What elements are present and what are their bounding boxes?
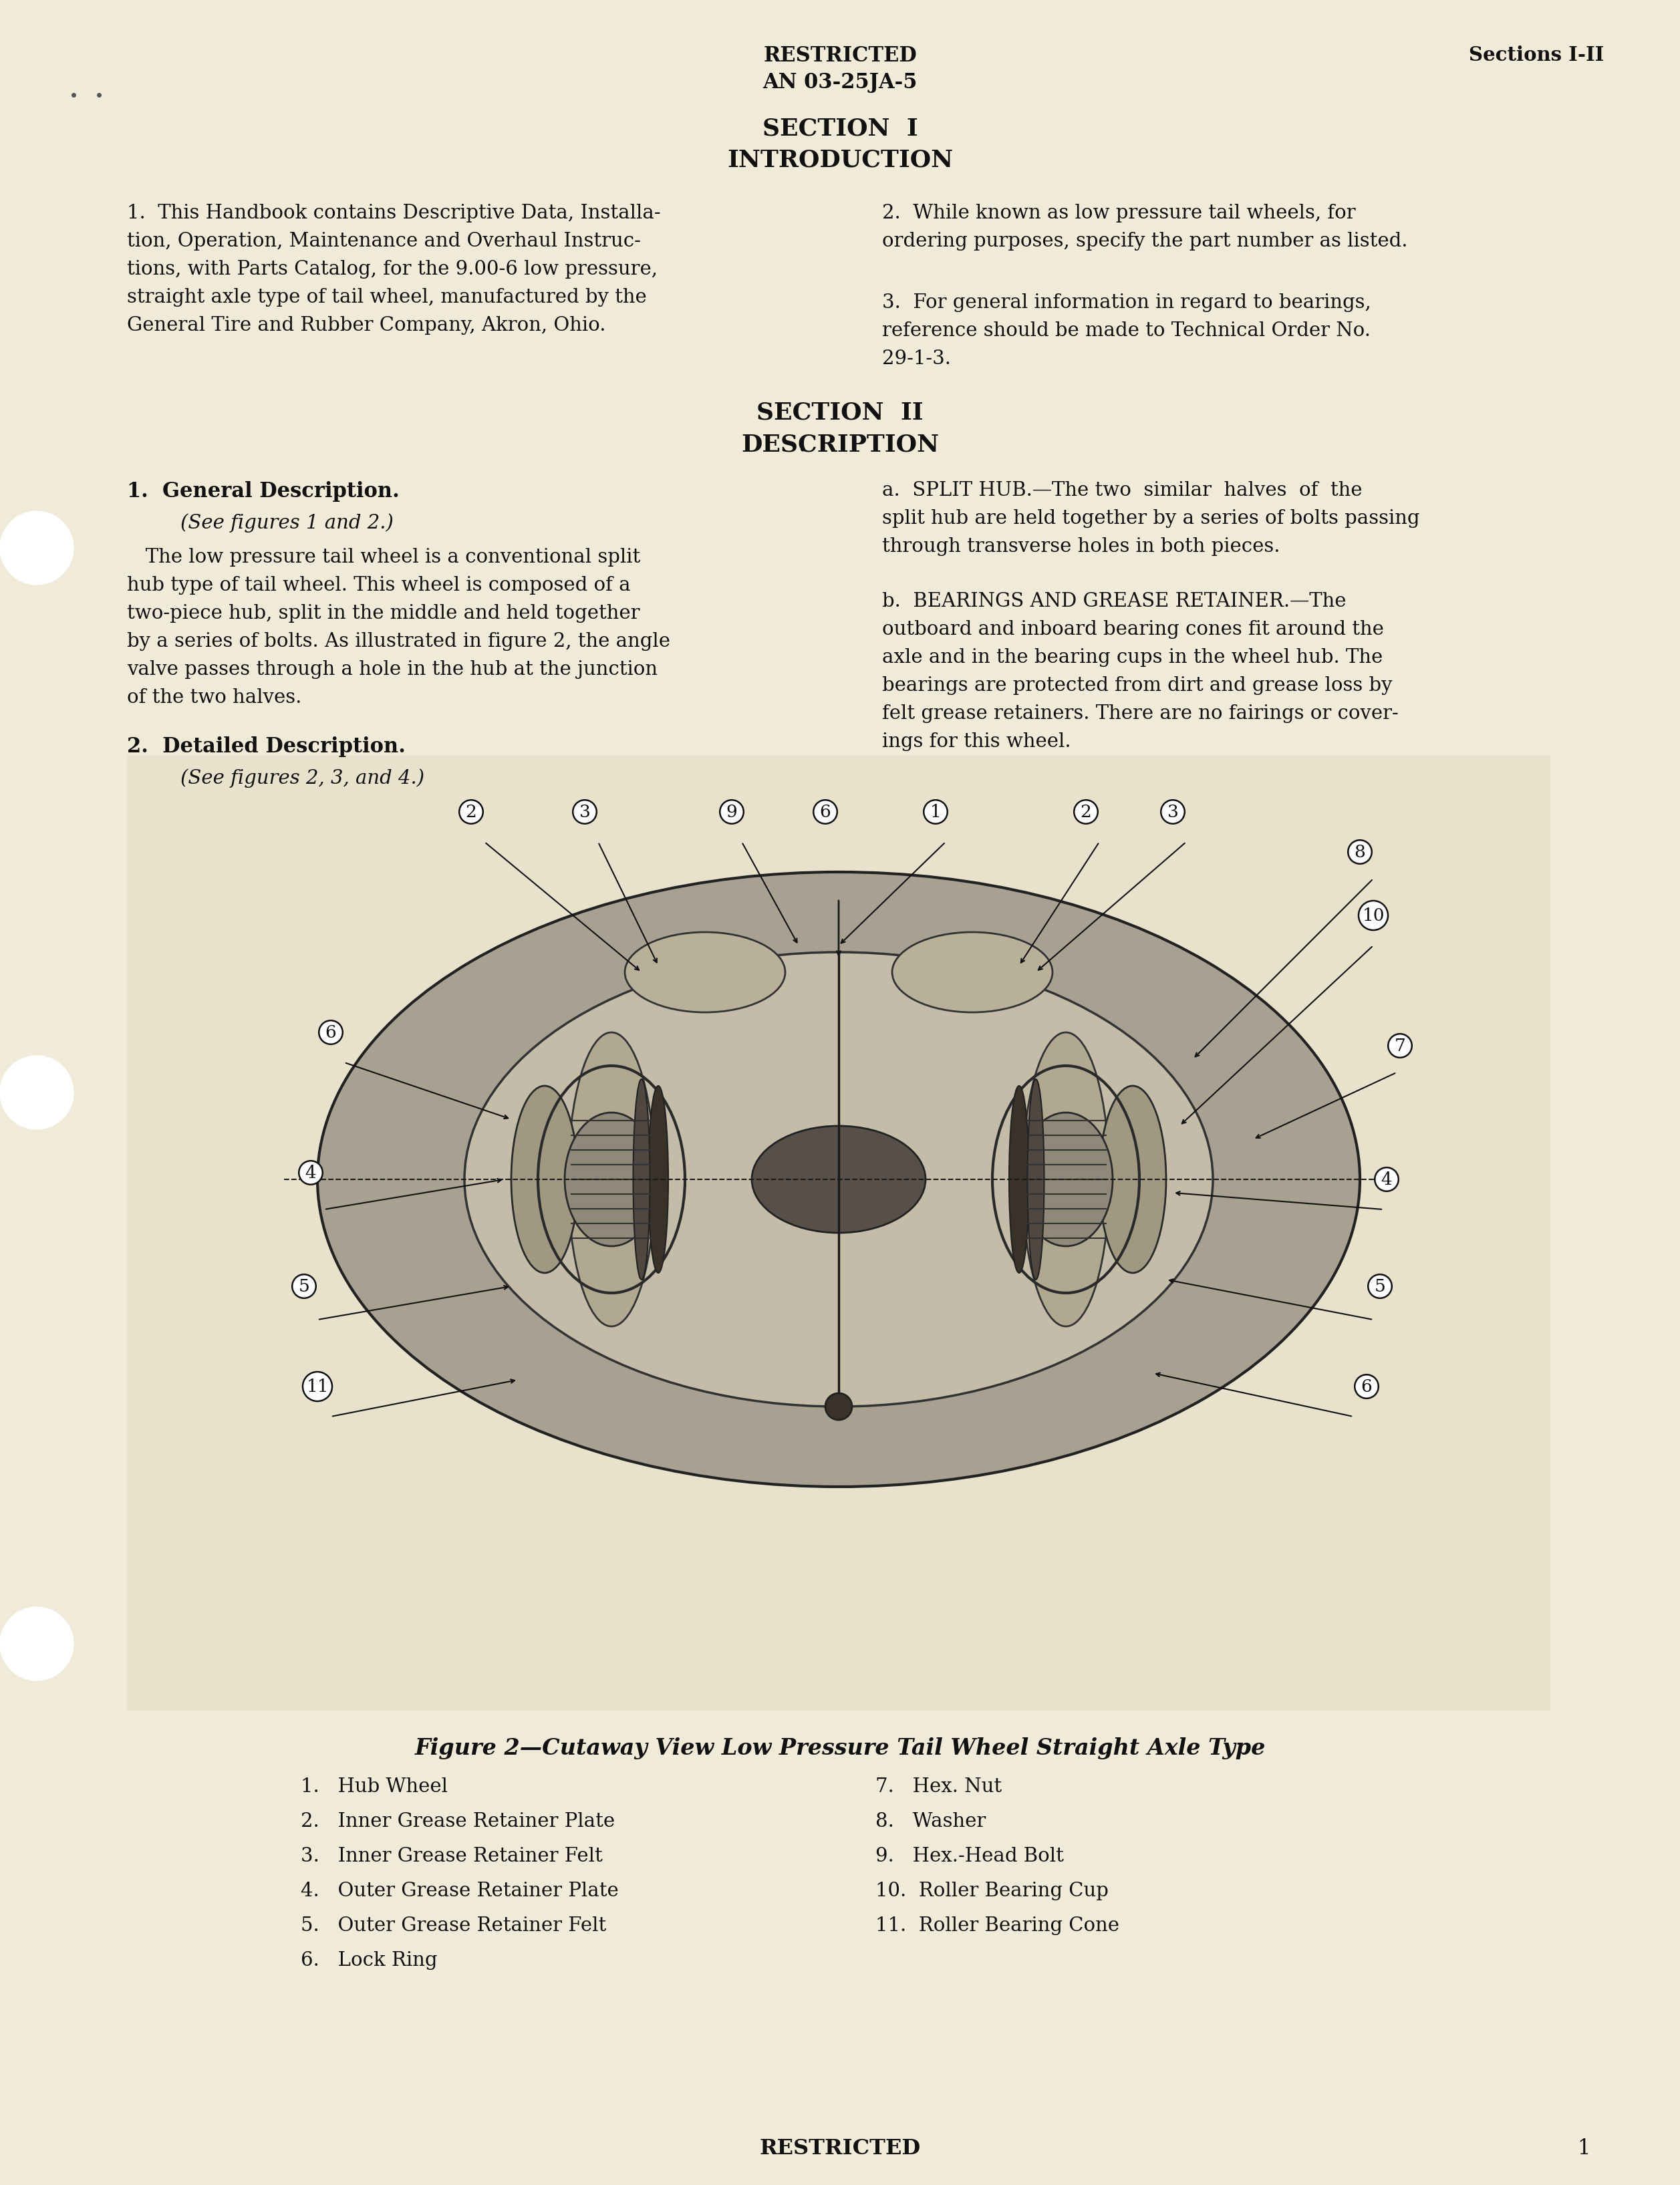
Text: 5.   Outer Grease Retainer Felt: 5. Outer Grease Retainer Felt <box>301 1916 606 1936</box>
Text: The low pressure tail wheel is a conventional split: The low pressure tail wheel is a convent… <box>128 548 640 566</box>
Text: 2.  Detailed Description.: 2. Detailed Description. <box>128 736 405 756</box>
Text: tion, Operation, Maintenance and Overhaul Instruc-: tion, Operation, Maintenance and Overhau… <box>128 232 640 251</box>
Ellipse shape <box>892 933 1052 1012</box>
Text: bearings are protected from dirt and grease loss by: bearings are protected from dirt and gre… <box>882 675 1393 695</box>
Text: 2: 2 <box>1080 804 1092 819</box>
Text: 5: 5 <box>299 1278 309 1296</box>
Ellipse shape <box>1099 1086 1166 1274</box>
Text: through transverse holes in both pieces.: through transverse holes in both pieces. <box>882 538 1280 555</box>
Ellipse shape <box>625 933 785 1012</box>
Text: SECTION  II: SECTION II <box>756 400 924 424</box>
Ellipse shape <box>1023 1031 1109 1326</box>
Text: RESTRICTED: RESTRICTED <box>763 46 917 66</box>
Text: a.  SPLIT HUB.—The two  similar  halves  of  the: a. SPLIT HUB.—The two similar halves of … <box>882 481 1362 500</box>
Text: 9: 9 <box>726 804 738 819</box>
Text: 6: 6 <box>820 804 832 819</box>
Ellipse shape <box>568 1031 655 1326</box>
Ellipse shape <box>1028 1079 1045 1280</box>
Text: 1.  General Description.: 1. General Description. <box>128 481 400 503</box>
Text: 8.   Washer: 8. Washer <box>875 1811 986 1831</box>
Text: RESTRICTED: RESTRICTED <box>759 2139 921 2159</box>
Text: 1.  This Handbook contains Descriptive Data, Installa-: 1. This Handbook contains Descriptive Da… <box>128 203 660 223</box>
Text: 6.   Lock Ring: 6. Lock Ring <box>301 1951 437 1971</box>
Text: reference should be made to Technical Order No.: reference should be made to Technical Or… <box>882 321 1371 341</box>
Ellipse shape <box>751 1125 926 1232</box>
Circle shape <box>0 1055 74 1130</box>
Text: ordering purposes, specify the part number as listed.: ordering purposes, specify the part numb… <box>882 232 1408 251</box>
Text: DESCRIPTION: DESCRIPTION <box>741 433 939 457</box>
Text: 2: 2 <box>465 804 477 819</box>
Text: ings for this wheel.: ings for this wheel. <box>882 732 1070 752</box>
Ellipse shape <box>318 872 1359 1486</box>
Text: 10.  Roller Bearing Cup: 10. Roller Bearing Cup <box>875 1881 1109 1901</box>
Circle shape <box>0 511 74 586</box>
Text: 9.   Hex.-Head Bolt: 9. Hex.-Head Bolt <box>875 1846 1063 1866</box>
Text: two-piece hub, split in the middle and held together: two-piece hub, split in the middle and h… <box>128 603 640 623</box>
Text: by a series of bolts. As illustrated in figure 2, the angle: by a series of bolts. As illustrated in … <box>128 631 670 651</box>
Ellipse shape <box>1020 1112 1112 1245</box>
Text: 8: 8 <box>1354 843 1366 861</box>
Text: 29-1-3.: 29-1-3. <box>882 350 951 369</box>
Text: 3.  For general information in regard to bearings,: 3. For general information in regard to … <box>882 293 1371 312</box>
Text: 11: 11 <box>306 1379 329 1394</box>
Text: 1: 1 <box>1578 2139 1591 2159</box>
Text: 6: 6 <box>1361 1379 1373 1394</box>
Text: 4: 4 <box>306 1165 316 1182</box>
Text: tions, with Parts Catalog, for the 9.00-6 low pressure,: tions, with Parts Catalog, for the 9.00-… <box>128 260 657 280</box>
Text: (See figures 1 and 2.): (See figures 1 and 2.) <box>180 513 393 533</box>
Text: .: . <box>798 433 806 457</box>
Text: Sections I-II: Sections I-II <box>1468 46 1604 66</box>
Text: AN 03-25JA-5: AN 03-25JA-5 <box>763 72 917 94</box>
Text: 11.  Roller Bearing Cone: 11. Roller Bearing Cone <box>875 1916 1119 1936</box>
Ellipse shape <box>1010 1086 1030 1274</box>
Text: General Tire and Rubber Company, Akron, Ohio.: General Tire and Rubber Company, Akron, … <box>128 317 606 334</box>
Text: valve passes through a hole in the hub at the junction: valve passes through a hole in the hub a… <box>128 660 657 680</box>
Text: 1: 1 <box>931 804 941 819</box>
Text: (See figures 2, 3, and 4.): (See figures 2, 3, and 4.) <box>180 769 425 787</box>
Text: 3: 3 <box>580 804 590 819</box>
Text: 4.   Outer Grease Retainer Plate: 4. Outer Grease Retainer Plate <box>301 1881 618 1901</box>
Text: felt grease retainers. There are no fairings or cover-: felt grease retainers. There are no fair… <box>882 704 1398 723</box>
Text: Figure 2—Cutaway View Low Pressure Tail Wheel Straight Axle Type: Figure 2—Cutaway View Low Pressure Tail … <box>415 1737 1265 1759</box>
Text: 3: 3 <box>1168 804 1178 819</box>
Ellipse shape <box>564 1112 659 1245</box>
Text: split hub are held together by a series of bolts passing: split hub are held together by a series … <box>882 509 1420 529</box>
Text: hub type of tail wheel. This wheel is composed of a: hub type of tail wheel. This wheel is co… <box>128 577 630 594</box>
Text: b.  BEARINGS AND GREASE RETAINER.—The: b. BEARINGS AND GREASE RETAINER.—The <box>882 592 1346 612</box>
Text: 4: 4 <box>1381 1171 1393 1189</box>
Circle shape <box>0 1606 74 1680</box>
Text: 5: 5 <box>1374 1278 1386 1296</box>
Text: 6: 6 <box>326 1025 336 1040</box>
Text: straight axle type of tail wheel, manufactured by the: straight axle type of tail wheel, manufa… <box>128 288 647 306</box>
Text: 2.  While known as low pressure tail wheels, for: 2. While known as low pressure tail whee… <box>882 203 1356 223</box>
Text: 1.   Hub Wheel: 1. Hub Wheel <box>301 1776 449 1796</box>
Ellipse shape <box>464 953 1213 1407</box>
Text: 10: 10 <box>1362 907 1384 924</box>
Text: axle and in the bearing cups in the wheel hub. The: axle and in the bearing cups in the whee… <box>882 649 1383 666</box>
Ellipse shape <box>648 1086 669 1274</box>
Ellipse shape <box>511 1086 578 1274</box>
Text: 2.   Inner Grease Retainer Plate: 2. Inner Grease Retainer Plate <box>301 1811 615 1831</box>
Ellipse shape <box>633 1079 650 1280</box>
Text: 3.   Inner Grease Retainer Felt: 3. Inner Grease Retainer Felt <box>301 1846 603 1866</box>
Text: of the two halves.: of the two halves. <box>128 688 302 708</box>
Text: 7.   Hex. Nut: 7. Hex. Nut <box>875 1776 1001 1796</box>
Ellipse shape <box>825 1394 852 1420</box>
Text: SECTION  I: SECTION I <box>763 118 917 140</box>
Text: INTRODUCTION: INTRODUCTION <box>727 149 953 170</box>
Bar <box>128 756 1551 1711</box>
Text: 7: 7 <box>1394 1038 1406 1053</box>
Text: outboard and inboard bearing cones fit around the: outboard and inboard bearing cones fit a… <box>882 621 1384 638</box>
